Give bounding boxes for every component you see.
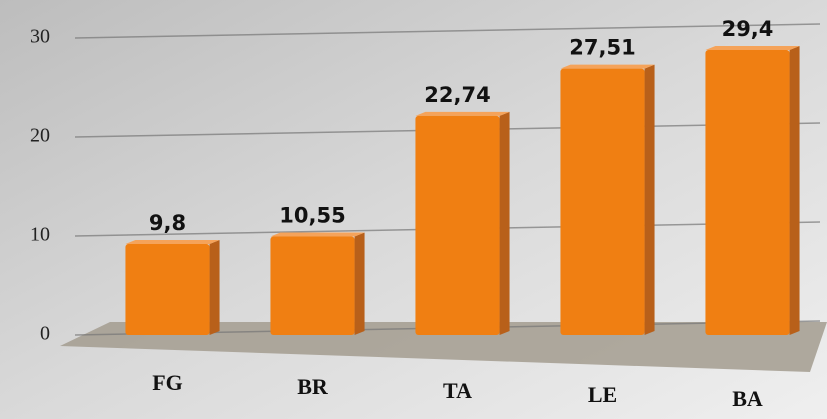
- bar: [415, 116, 499, 335]
- bar-top: [560, 65, 654, 69]
- y-tick-label: 30: [30, 26, 50, 48]
- x-tick-label: BR: [297, 374, 329, 399]
- chart: 0 10 20 30 FG 9,8 BR 10,55 TA 22,74 LE 27,51 BA 29,4: [0, 0, 827, 419]
- bar: [125, 244, 209, 335]
- x-tick-label: BA: [732, 386, 763, 411]
- y-tick-label: 20: [30, 125, 50, 147]
- data-label: 10,55: [279, 204, 345, 228]
- data-label: 27,51: [569, 36, 635, 60]
- bar: [270, 237, 354, 335]
- x-tick-label: TA: [443, 378, 472, 403]
- bar: [560, 69, 644, 335]
- bar-side: [355, 233, 365, 335]
- y-tick-label: 10: [30, 224, 50, 246]
- x-tick-label: FG: [152, 370, 183, 395]
- bar-top: [125, 240, 219, 244]
- y-tick-label: 0: [40, 323, 50, 345]
- bar-side: [790, 46, 800, 335]
- bar: [705, 50, 789, 335]
- data-label: 9,8: [149, 211, 186, 235]
- bar-side: [645, 65, 655, 335]
- x-tick-label: LE: [588, 382, 617, 407]
- data-label: 22,74: [424, 83, 490, 107]
- bar-top: [415, 112, 509, 116]
- bar-top: [270, 233, 364, 237]
- bar-top: [705, 46, 799, 50]
- bar-side: [500, 112, 510, 335]
- data-label: 29,4: [722, 17, 774, 41]
- bar-side: [210, 240, 220, 335]
